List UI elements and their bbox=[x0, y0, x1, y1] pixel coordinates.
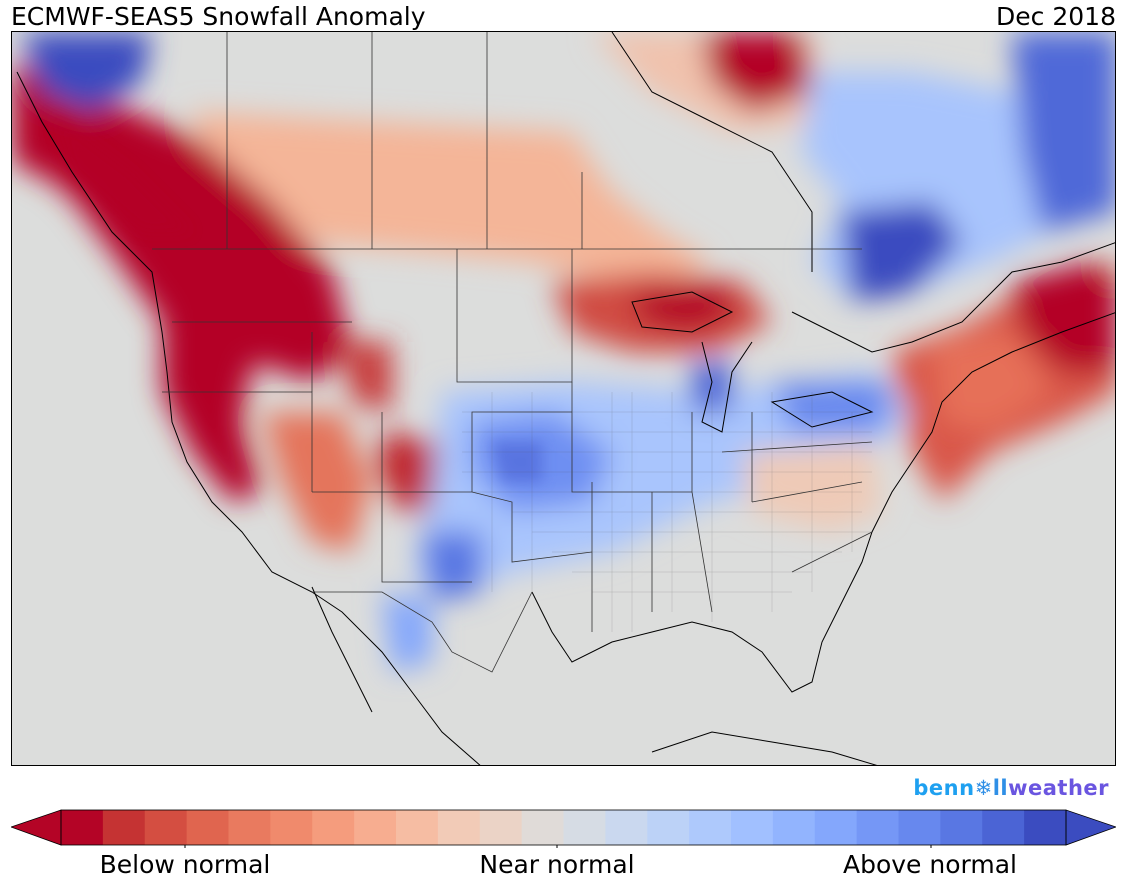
colorbar-cell bbox=[772, 810, 816, 845]
colorbar-cell bbox=[61, 810, 104, 845]
colorbar-cell bbox=[605, 810, 648, 845]
colorbar-cell bbox=[144, 810, 188, 845]
colorbar-cell bbox=[102, 810, 146, 845]
colorbar-cell bbox=[940, 810, 983, 845]
colorbar-cell bbox=[898, 810, 941, 845]
colorbar-high-arrow bbox=[1065, 809, 1116, 846]
legend-label-below: Below normal bbox=[99, 850, 271, 879]
colorbar-cell bbox=[186, 810, 230, 845]
snowflake-icon: ❄ bbox=[974, 776, 993, 800]
colorbar-cells bbox=[61, 810, 1067, 845]
brand-logo: benn❄llweather bbox=[913, 776, 1109, 800]
colorbar-cell bbox=[856, 810, 900, 845]
brand-text-1: benn bbox=[913, 776, 975, 800]
colorbar bbox=[11, 809, 1116, 848]
colorbar-cell bbox=[521, 810, 565, 845]
colorbar-cell bbox=[479, 810, 523, 845]
colorbar-outline bbox=[60, 809, 1067, 846]
colorbar-cell bbox=[437, 810, 481, 845]
colorbar-low-arrow bbox=[11, 809, 62, 846]
map-title: ECMWF-SEAS5 Snowfall Anomaly bbox=[11, 2, 426, 31]
legend-label-near: Near normal bbox=[479, 850, 635, 879]
colorbar-cell bbox=[1024, 810, 1067, 845]
colorbar-cell bbox=[689, 810, 732, 845]
snowfall-anomaly-map bbox=[11, 31, 1116, 766]
brand-text-3: weather bbox=[1008, 776, 1109, 800]
colorbar-cell bbox=[270, 810, 313, 845]
colorbar-cell bbox=[312, 810, 355, 845]
colorbar-cell bbox=[228, 810, 271, 845]
colorbar-cell bbox=[731, 810, 774, 845]
colorbar-cell bbox=[396, 810, 439, 845]
legend-label-above: Above normal bbox=[843, 850, 1017, 879]
forecast-period: Dec 2018 bbox=[996, 2, 1116, 31]
colorbar-cell bbox=[563, 810, 606, 845]
colorbar-cell bbox=[354, 810, 397, 845]
colorbar-cell bbox=[982, 810, 1025, 845]
colorbar-cell bbox=[647, 810, 690, 845]
colorbar-cell bbox=[814, 810, 858, 845]
coastlines bbox=[16, 32, 1115, 765]
brand-text-2: ll bbox=[992, 776, 1009, 800]
